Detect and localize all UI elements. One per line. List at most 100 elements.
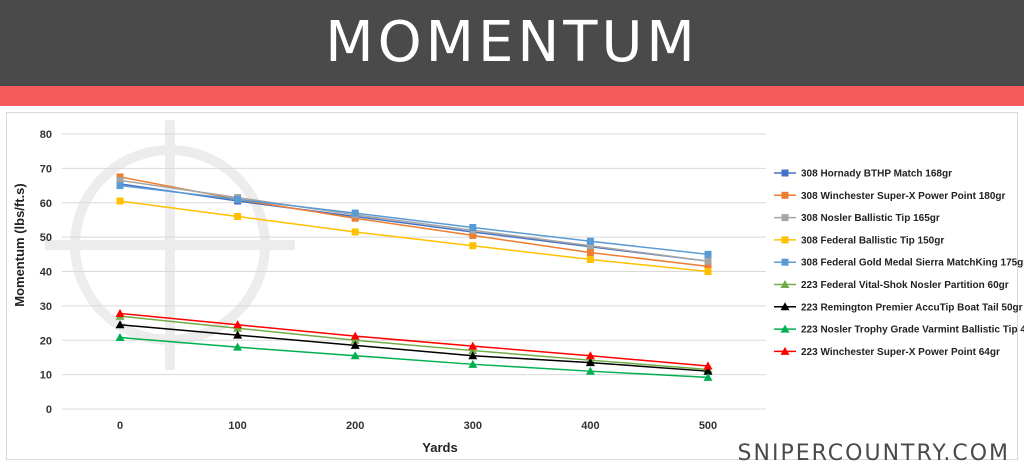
data-point xyxy=(468,359,478,368)
legend-marker xyxy=(781,258,789,266)
legend-item: 223 Federal Vital-Shok Nosler Partition … xyxy=(774,280,1009,291)
series-line xyxy=(119,184,709,256)
data-point xyxy=(586,249,594,257)
x-tick-label: 500 xyxy=(699,420,717,432)
legend-label: 223 Federal Vital-Shok Nosler Partition … xyxy=(801,280,1009,291)
data-point xyxy=(350,340,360,349)
data-point xyxy=(468,346,478,355)
legend-item: 223 Winchester Super-X Power Point 64gr xyxy=(774,346,1000,358)
data-point xyxy=(115,320,125,329)
data-point xyxy=(585,358,595,367)
data-point xyxy=(585,366,595,375)
data-point xyxy=(351,209,359,217)
legend-marker xyxy=(780,302,790,311)
data-point xyxy=(350,331,360,340)
series-line xyxy=(119,176,709,268)
legend-item: 308 Federal Gold Medal Sierra MatchKing … xyxy=(774,258,1024,269)
y-tick-label: 10 xyxy=(40,370,52,382)
data-point xyxy=(586,237,594,245)
legend-item: 308 Federal Ballistic Tip 150gr xyxy=(774,235,944,246)
legend-label: 308 Federal Gold Medal Sierra MatchKing … xyxy=(801,258,1024,269)
y-tick-label: 20 xyxy=(40,335,52,347)
data-point xyxy=(469,224,477,231)
data-point xyxy=(233,342,243,351)
series-7 xyxy=(115,333,713,381)
data-point xyxy=(116,182,124,190)
legend: 308 Hornady BTHP Match 168gr 308 Winchest… xyxy=(774,169,1024,358)
data-point xyxy=(234,195,242,203)
data-point xyxy=(350,335,360,344)
legend-item: 308 Hornady BTHP Match 168gr xyxy=(774,169,952,180)
data-point xyxy=(703,366,713,375)
series-line xyxy=(119,200,709,273)
accent-stripe xyxy=(0,86,1024,106)
series-line xyxy=(119,324,709,372)
series-4 xyxy=(116,182,712,258)
legend-marker xyxy=(780,280,790,288)
series-line xyxy=(119,315,709,371)
y-tick-label: 50 xyxy=(40,232,52,244)
series-6 xyxy=(115,320,713,375)
gridlines xyxy=(62,133,766,410)
data-point xyxy=(350,351,360,360)
series-line xyxy=(119,336,709,379)
data-point xyxy=(704,257,712,265)
chart-panel xyxy=(6,112,1018,460)
x-tick-label: 100 xyxy=(228,420,246,432)
x-axis-title: Yards xyxy=(422,440,457,455)
legend-item: 223 Remington Premier AccuTip Boat Tail … xyxy=(774,302,1023,313)
legend-label: 308 Federal Ballistic Tip 150gr xyxy=(801,235,944,246)
x-tick-label: 0 xyxy=(117,420,123,432)
series-1 xyxy=(116,173,712,270)
y-tick-label: 70 xyxy=(40,163,52,175)
legend-label: 308 Hornady BTHP Match 168gr xyxy=(801,169,952,180)
y-tick-label: 80 xyxy=(40,129,52,141)
data-point xyxy=(703,361,713,370)
legend-label: 223 Winchester Super-X Power Point 64gr xyxy=(801,347,1000,358)
data-point xyxy=(351,228,359,236)
data-point xyxy=(469,231,477,239)
y-tick-label: 0 xyxy=(46,404,52,416)
data-point xyxy=(703,372,713,381)
x-tick-label: 200 xyxy=(346,420,364,432)
page-title: MOMENTUM xyxy=(325,10,699,75)
data-point xyxy=(234,213,242,220)
data-point xyxy=(115,308,125,317)
series-line xyxy=(119,179,709,262)
y-tick-label: 60 xyxy=(40,198,52,210)
series-line xyxy=(119,183,709,262)
legend-marker xyxy=(780,346,790,355)
series-lines xyxy=(115,173,713,381)
data-point xyxy=(585,351,595,360)
data-point xyxy=(233,330,243,339)
data-point xyxy=(468,351,478,360)
data-point xyxy=(233,320,243,329)
y-axis-ticks: 0 10 20 30 40 50 60 70 80 xyxy=(40,129,52,416)
series-5 xyxy=(115,311,713,373)
legend-marker xyxy=(781,214,789,222)
data-point xyxy=(115,333,125,341)
data-point xyxy=(586,242,594,250)
data-point xyxy=(704,268,712,275)
data-point xyxy=(469,242,477,250)
header-bar xyxy=(0,0,1024,86)
series-line xyxy=(119,312,709,367)
legend-label: 308 Winchester Super-X Power Point 180gr xyxy=(801,191,1006,202)
legend-label: 223 Remington Premier AccuTip Boat Tail … xyxy=(801,302,1023,313)
legend-item: 223 Nosler Trophy Grade Varmint Ballisti… xyxy=(774,324,1024,336)
legend-label: 308 Nosler Ballistic Tip 165gr xyxy=(801,213,940,224)
legend-marker xyxy=(780,324,790,333)
data-point xyxy=(468,341,478,350)
y-tick-label: 30 xyxy=(40,301,52,313)
data-point xyxy=(586,255,594,263)
x-axis-ticks: 0 100 200 300 400 500 xyxy=(117,420,717,432)
x-tick-label: 400 xyxy=(581,420,599,432)
legend-label: 223 Nosler Trophy Grade Varmint Ballisti… xyxy=(801,325,1024,336)
data-point xyxy=(116,176,124,184)
x-tick-label: 300 xyxy=(464,420,482,432)
legend-marker xyxy=(781,169,789,177)
footer-brand: SNIPERCOUNTRY.COM xyxy=(737,441,1010,466)
data-point xyxy=(116,197,124,205)
y-tick-label: 40 xyxy=(40,267,52,279)
